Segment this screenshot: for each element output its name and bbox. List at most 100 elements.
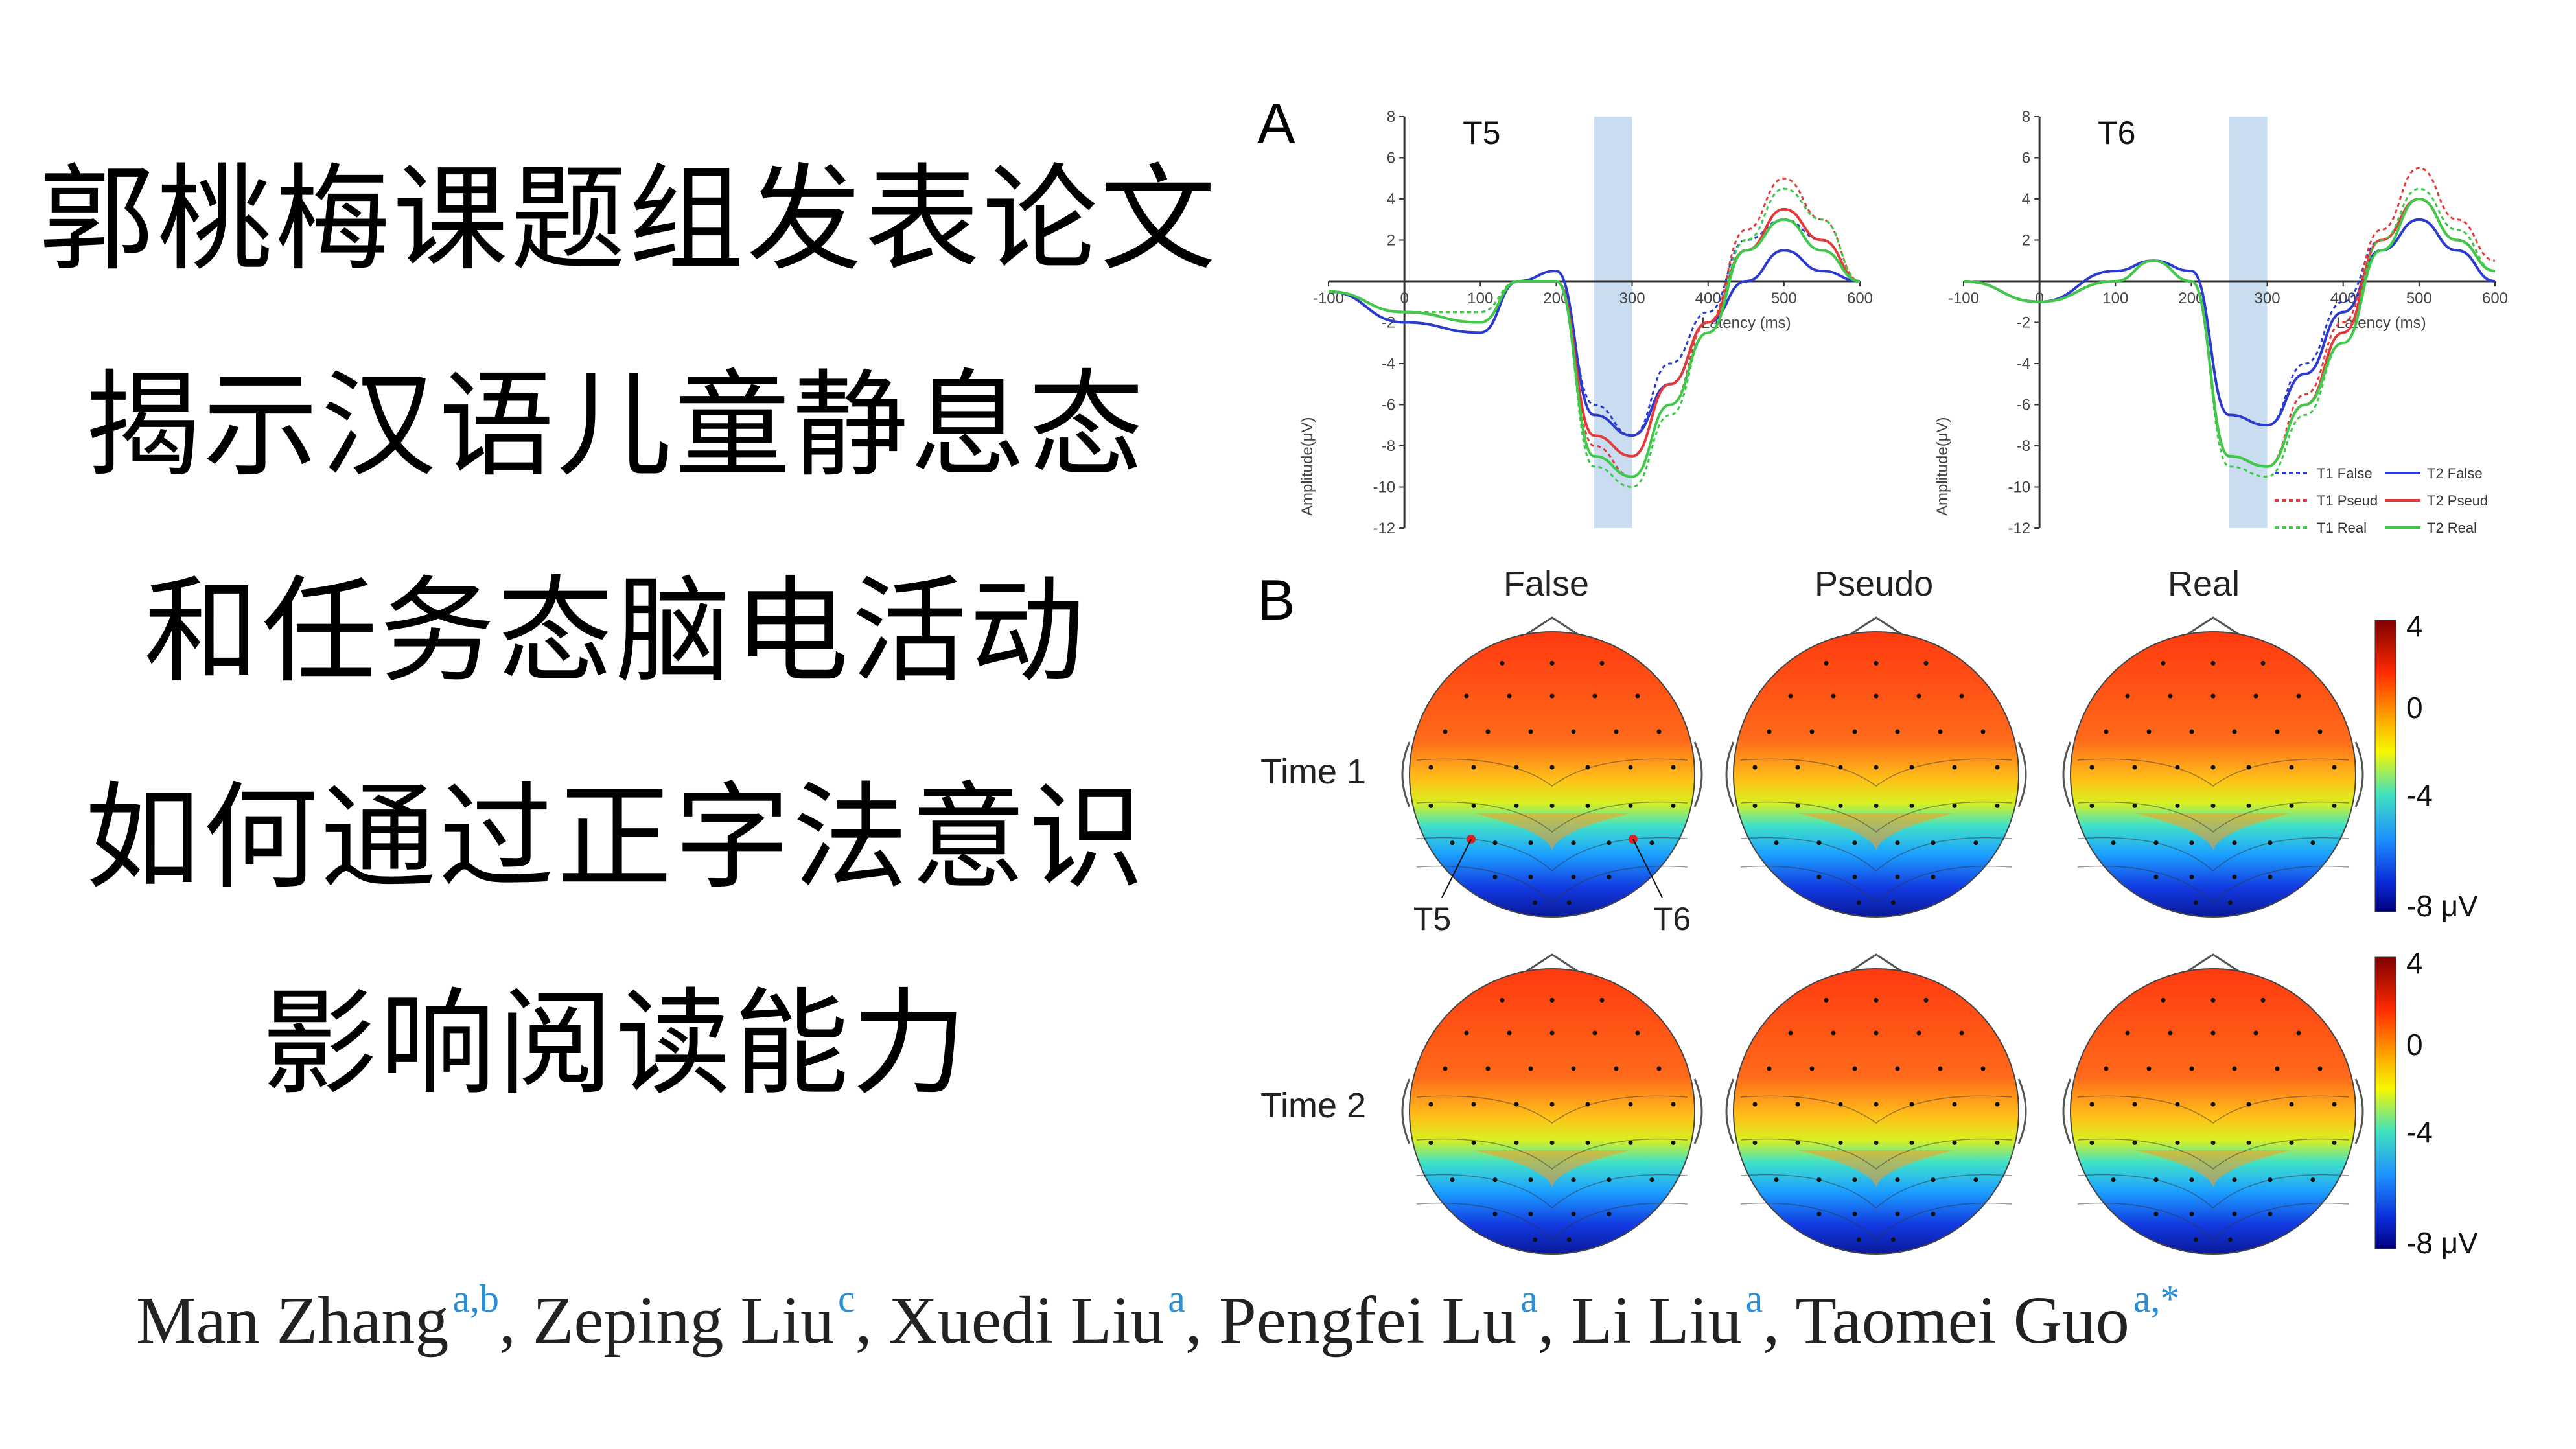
electrode-dot bbox=[1592, 1030, 1597, 1036]
electrode-dot bbox=[1443, 729, 1448, 734]
colorbar-tick-label: -8 μV bbox=[2406, 889, 2478, 923]
author-affiliation[interactable]: a,* bbox=[2133, 1277, 2180, 1320]
electrode-dot bbox=[1671, 803, 1676, 808]
nose-outline bbox=[2187, 616, 2240, 636]
electrode-dot bbox=[2332, 1140, 2337, 1145]
electrode-dot bbox=[1599, 997, 1605, 1003]
electrode-dot bbox=[2189, 1177, 2194, 1183]
electrode-dot bbox=[1571, 729, 1576, 734]
electrode-dot bbox=[1809, 729, 1815, 734]
nose-outline bbox=[1850, 953, 1903, 973]
electrode-dot bbox=[2210, 660, 2216, 666]
colorbar-gradient bbox=[2374, 620, 2396, 912]
author-name[interactable]: Taomei Guo bbox=[1795, 1283, 2129, 1358]
electrode-dot bbox=[2310, 1177, 2315, 1183]
topomap-time2-false bbox=[1401, 953, 1703, 1255]
contour-line bbox=[1740, 837, 2012, 872]
electrode-dot bbox=[2317, 1066, 2323, 1071]
electrode-dot bbox=[1485, 1066, 1491, 1071]
scalp-map bbox=[1733, 968, 2019, 1255]
contour-line bbox=[2077, 758, 2349, 787]
electrode-dot bbox=[1774, 840, 1779, 846]
electrode-dot bbox=[1852, 1211, 1857, 1216]
contour-line bbox=[2077, 865, 2349, 904]
scalp-map bbox=[1409, 968, 1695, 1255]
electrode-dot bbox=[2317, 729, 2323, 734]
central-positivity bbox=[1474, 1150, 1630, 1189]
left-ear-outline bbox=[2062, 1078, 2072, 1144]
author-name[interactable]: Man Zhang bbox=[136, 1283, 449, 1358]
electrode-dot bbox=[1585, 803, 1590, 808]
electrode-dot bbox=[1571, 1066, 1576, 1071]
y-tick-label: -12 bbox=[2008, 520, 2030, 537]
colorbar-tick-label: 0 bbox=[2406, 1028, 2423, 1061]
author-affiliation[interactable]: c bbox=[837, 1277, 855, 1320]
electrode-dot bbox=[2153, 874, 2159, 879]
electrode-dot bbox=[2161, 997, 2166, 1003]
headline-line-4: 如何通过正字法意识 bbox=[85, 771, 1146, 905]
electrode-dot bbox=[1656, 1066, 1662, 1071]
electrode-dot bbox=[1916, 1030, 1921, 1036]
electrode-t6-pointer bbox=[1632, 839, 1663, 898]
y-tick-label: 2 bbox=[1387, 232, 1395, 249]
electrode-dot bbox=[2111, 1177, 2116, 1183]
electrode-dot bbox=[1585, 1140, 1590, 1145]
electrode-dot bbox=[2210, 1030, 2216, 1036]
electrode-dot bbox=[2232, 1177, 2237, 1183]
electrode-dot bbox=[2310, 840, 2315, 846]
electrode-dot bbox=[2175, 765, 2180, 770]
electrode-dot bbox=[1549, 693, 1555, 699]
author-affiliation[interactable]: a,b bbox=[452, 1277, 499, 1320]
scalp-map bbox=[2070, 968, 2356, 1255]
topo-col-pseudo: Pseudo bbox=[1815, 564, 1934, 603]
electrode-dot bbox=[1931, 1177, 1936, 1183]
electrode-dot bbox=[2227, 1237, 2233, 1242]
electrode-dot bbox=[2175, 803, 2180, 808]
electrode-dot bbox=[2289, 765, 2294, 770]
electrode-dot bbox=[1895, 1211, 1900, 1216]
electrode-dot bbox=[2168, 693, 2173, 699]
contour-line bbox=[1740, 1095, 2012, 1124]
electrode-dot bbox=[1874, 997, 1879, 1003]
electrode-dot bbox=[1916, 693, 1921, 699]
central-positivity bbox=[2135, 1150, 2291, 1189]
x-tick-label: 400 bbox=[2330, 290, 2356, 307]
colorbar-tick-label: -4 bbox=[2406, 1115, 2433, 1149]
erp-panel-title: T5 bbox=[1463, 115, 1500, 151]
contour-line bbox=[1416, 758, 1688, 787]
electrode-dot bbox=[1571, 1177, 1576, 1183]
erp-line-t2-false bbox=[1328, 249, 1861, 437]
electrode-dot bbox=[1895, 840, 1900, 846]
topo-row-time2: Time 2 bbox=[1260, 1086, 1367, 1125]
author-affiliation[interactable]: a bbox=[1520, 1277, 1538, 1320]
author-name[interactable]: Pengfei Lu bbox=[1218, 1283, 1517, 1358]
headline-line-2: 揭示汉语儿童静息态 bbox=[85, 358, 1146, 493]
author-name[interactable]: Xuedi Liu bbox=[888, 1283, 1165, 1358]
electrode-dot bbox=[1635, 1030, 1640, 1036]
central-positivity bbox=[1798, 1150, 1954, 1189]
electrode-dot bbox=[1874, 765, 1879, 770]
contour-line bbox=[2077, 801, 2349, 833]
author-name[interactable]: Li Liu bbox=[1571, 1283, 1742, 1358]
electrode-dot bbox=[1599, 660, 1605, 666]
electrode-dot bbox=[2210, 997, 2216, 1003]
y-tick-label: 6 bbox=[1387, 150, 1395, 167]
y-axis-label: Amplitude(μV) bbox=[1934, 417, 1951, 516]
author-affiliation[interactable]: a bbox=[1745, 1277, 1763, 1320]
erp-line-t2-real bbox=[1963, 197, 2496, 468]
electrode-dot bbox=[1585, 1102, 1590, 1107]
erp-panel-title: T6 bbox=[2098, 115, 2135, 151]
right-ear-outline bbox=[1693, 1078, 1703, 1144]
contour-line bbox=[2077, 837, 2349, 872]
electrode-dot bbox=[1528, 1066, 1533, 1071]
electrode-dot bbox=[2089, 765, 2094, 770]
colorbar-gradient bbox=[2374, 956, 2396, 1249]
electrode-dot bbox=[1923, 997, 1929, 1003]
electrode-dot bbox=[2175, 1140, 2180, 1145]
electrode-dot bbox=[1514, 803, 1519, 808]
author-affiliation[interactable]: a bbox=[1168, 1277, 1185, 1320]
electrode-dot bbox=[1628, 1140, 1633, 1145]
electrode-t5-pointer bbox=[1441, 839, 1472, 898]
contour-line bbox=[2077, 1095, 2349, 1124]
author-name[interactable]: Zeping Liu bbox=[532, 1283, 834, 1358]
